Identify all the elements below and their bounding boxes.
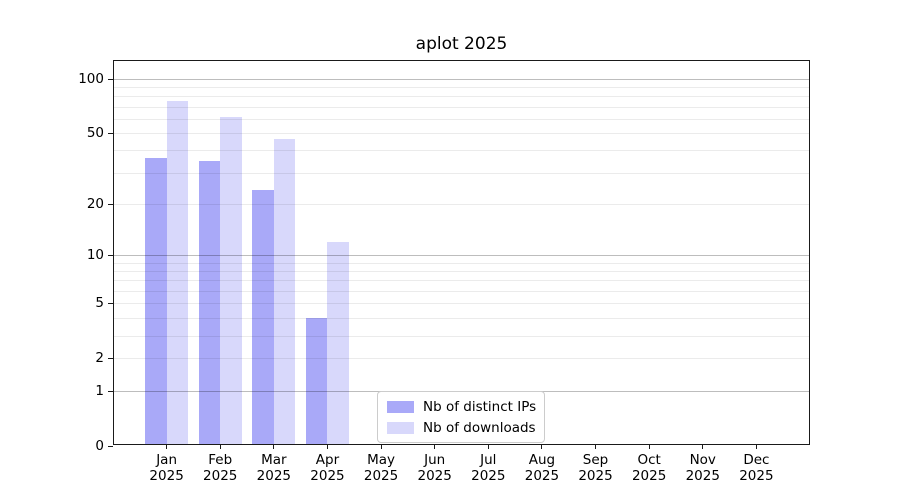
y-tick-mark-100 [108,78,113,80]
y-tick-label-20: 20 [86,195,104,212]
gridline-60 [113,118,810,120]
chart-title: aplot 2025 [415,34,508,54]
x-tick-label-feb: Feb 2025 [203,452,238,484]
y-tick-mark-2 [108,358,113,360]
y-tick-mark-50 [108,132,113,134]
gridline-5 [113,303,810,305]
bar-nb-of-downloads-jan [166,101,189,445]
y-tick-mark-20 [108,203,113,205]
x-tick-mark-mar [273,445,275,449]
gridline-6 [113,290,810,292]
y-tick-mark-10 [108,255,113,256]
x-tick-mark-jul [487,445,489,449]
gridline-3 [113,335,810,337]
x-tick-label-oct: Oct 2025 [631,452,667,484]
x-tick-label-may: May 2025 [363,452,399,484]
plot-area: Nb of distinct IPs Nb of downloads [113,60,810,445]
gridline-4 [113,317,810,319]
x-tick-label-apr: Apr 2025 [310,452,345,484]
gridline-40 [113,150,810,152]
x-tick-mark-sep [595,445,597,449]
x-tick-label-nov: Nov 2025 [685,452,720,484]
x-tick-mark-may [380,445,382,449]
gridline-80 [113,96,810,98]
gridline-10 [113,255,810,256]
x-tick-label-sep: Sep 2025 [578,452,613,484]
bar-nb-of-distinct-ips-mar [252,189,274,445]
bar-nb-of-distinct-ips-jan [145,158,167,445]
x-tick-mark-jun [434,445,436,449]
x-tick-mark-oct [648,445,650,449]
y-tick-label-2: 2 [95,350,104,367]
bar-nb-of-downloads-feb [220,117,242,445]
y-tick-label-10: 10 [86,247,104,263]
legend-swatch-distinct-ips [387,400,414,413]
legend-label-distinct-ips: Nb of distinct IPs [423,398,537,415]
top-spine [113,60,810,61]
legend-swatch-downloads [387,421,414,434]
left-spine [113,60,114,445]
x-tick-mark-jan [166,445,168,449]
gridline-20 [113,203,810,205]
gridline-50 [113,132,810,134]
gridline-90 [113,86,810,88]
y-tick-label-1: 1 [95,382,104,399]
y-tick-label-50: 50 [86,124,104,141]
legend-item-downloads: Nb of downloads [387,419,536,436]
gridline-2 [113,358,810,360]
gridline-70 [113,106,810,108]
bar-nb-of-downloads-apr [327,241,349,445]
legend-label-downloads: Nb of downloads [423,419,536,436]
x-tick-label-aug: Aug 2025 [524,452,560,484]
bar-nb-of-distinct-ips-feb [198,160,221,445]
gridline-100 [113,78,810,80]
right-spine [809,60,810,445]
legend-item-distinct-ips: Nb of distinct IPs [387,398,537,415]
gridline-7 [113,280,810,282]
y-tick-mark-0 [108,445,113,447]
gridline-9 [113,262,810,264]
bar-nb-of-downloads-mar [273,139,296,445]
x-tick-mark-aug [541,445,543,449]
x-tick-mark-dec [755,445,757,449]
x-tick-label-mar: Mar 2025 [256,452,292,484]
y-tick-label-0: 0 [95,437,104,454]
x-tick-label-jun: Jun 2025 [417,452,452,484]
x-tick-mark-nov [702,445,704,449]
gridline-8 [113,270,810,272]
x-tick-label-jul: Jul 2025 [471,452,506,484]
bottom-spine [113,444,810,445]
y-tick-mark-1 [108,390,113,392]
gridline-30 [113,172,810,174]
legend: Nb of distinct IPs Nb of downloads [377,391,545,443]
x-tick-label-jan: Jan 2025 [149,452,184,484]
x-tick-mark-apr [326,445,328,449]
x-tick-mark-feb [219,445,221,449]
y-tick-label-5: 5 [95,295,104,312]
y-tick-label-100: 100 [78,70,104,87]
bar-nb-of-distinct-ips-apr [305,317,328,445]
y-tick-mark-5 [108,303,113,305]
x-tick-label-dec: Dec 2025 [739,452,774,484]
